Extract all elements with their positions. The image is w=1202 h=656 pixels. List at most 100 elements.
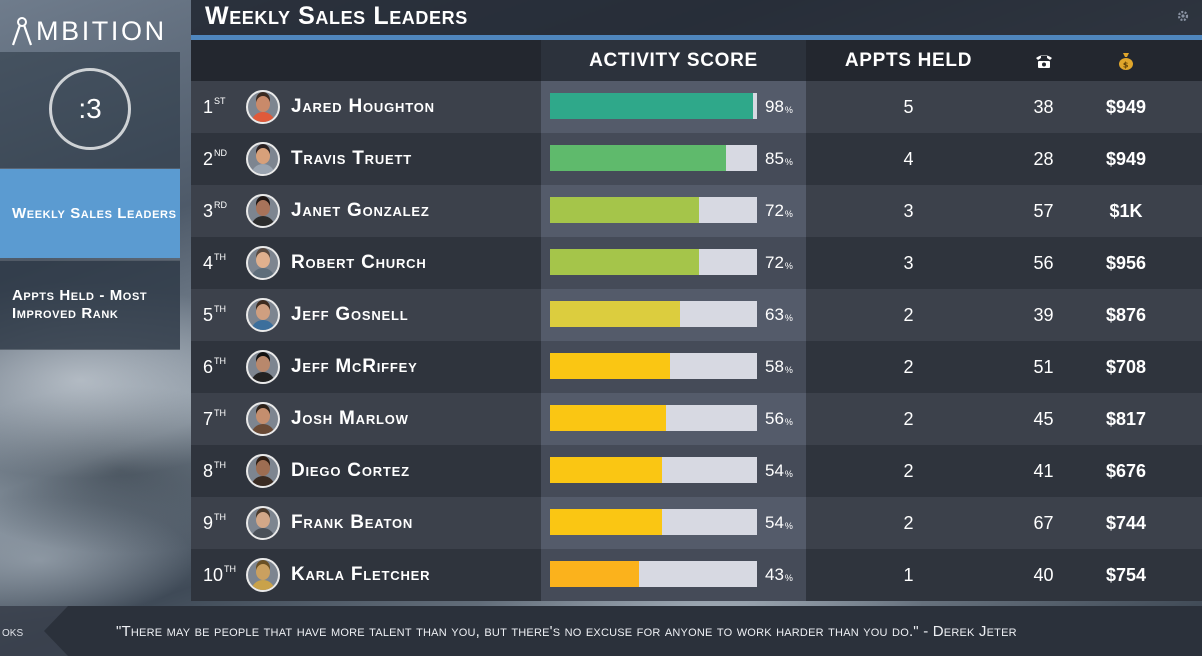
avatar[interactable] <box>246 558 280 592</box>
rank-suffix: ND <box>214 148 228 158</box>
column-revenue[interactable]: $ <box>1076 40 1176 81</box>
appts-held: 2 <box>903 408 914 429</box>
rank-suffix: TH <box>214 356 227 366</box>
gear-icon[interactable] <box>1176 9 1190 23</box>
page-title: Weekly Sales Leaders <box>205 2 468 30</box>
table-row[interactable]: 3 RD Janet Gonzalez 72% 3 57 $1K <box>191 185 1202 237</box>
rank: 10 TH <box>203 564 237 585</box>
calls-count: 38 <box>1033 96 1054 117</box>
sidebar-item-label: Appts Held - Most Improved Rank <box>12 287 148 322</box>
rank-suffix: TH <box>224 564 237 574</box>
table-row[interactable]: 8 TH Diego Cortez 54% 2 41 $676 <box>191 445 1202 497</box>
rank-suffix: TH <box>214 304 227 314</box>
countdown-panel: :3 <box>0 52 180 168</box>
activity-score: 98% <box>765 97 793 116</box>
revenue: $949 <box>1105 148 1147 169</box>
column-calls[interactable] <box>1011 40 1076 81</box>
rep-name[interactable]: Frank Beaton <box>291 512 414 533</box>
activity-bar-fill <box>550 509 662 535</box>
svg-text:$: $ <box>1123 60 1129 69</box>
rank: 8 TH <box>203 460 227 481</box>
rank: 4 TH <box>203 252 227 273</box>
table-row[interactable]: 4 TH Robert Church 72% 3 56 $956 <box>191 237 1202 289</box>
table-header: ACTIVITY SCORE APPTS HELD $ <box>191 40 1202 81</box>
activity-bar-fill <box>550 301 681 327</box>
table-row[interactable]: 2 ND Travis Truett 85% 4 28 $949 <box>191 133 1202 185</box>
rank-suffix: ST <box>214 96 226 106</box>
calls-count: 41 <box>1033 460 1054 481</box>
rank: 2 ND <box>203 148 228 169</box>
activity-bar <box>550 405 757 431</box>
revenue: $708 <box>1105 356 1147 377</box>
avatar[interactable] <box>246 142 280 176</box>
appts-held: 3 <box>903 200 914 221</box>
ticker-main: "There may be people that have more tale… <box>68 606 1202 656</box>
avatar[interactable] <box>246 402 280 436</box>
avatar[interactable] <box>246 298 280 332</box>
sidebar-item-appts-held[interactable]: Appts Held - Most Improved Rank <box>0 260 180 350</box>
rank: 1 ST <box>203 96 226 117</box>
activity-bar-fill <box>550 353 671 379</box>
avatar[interactable] <box>246 506 280 540</box>
avatar[interactable] <box>246 350 280 384</box>
revenue: $956 <box>1105 252 1147 273</box>
revenue: $754 <box>1105 564 1147 585</box>
activity-score: 56% <box>765 409 793 428</box>
appts-held: 2 <box>903 460 914 481</box>
revenue: $949 <box>1105 96 1147 117</box>
activity-bar <box>550 145 757 171</box>
activity-bar-fill <box>550 457 662 483</box>
rank-suffix: TH <box>214 512 227 522</box>
rep-name[interactable]: Josh Marlow <box>291 408 409 429</box>
rep-name[interactable]: Travis Truett <box>291 148 412 169</box>
avatar[interactable] <box>246 194 280 228</box>
calls-count: 40 <box>1033 564 1054 585</box>
table-row[interactable]: 1 ST Jared Houghton 98% 5 38 $949 <box>191 81 1202 133</box>
table-row[interactable]: 5 TH Jeff Gosnell 63% 2 39 $876 <box>191 289 1202 341</box>
activity-bar-fill <box>550 405 666 431</box>
revenue: $876 <box>1105 304 1147 325</box>
rank: 6 TH <box>203 356 227 377</box>
appts-held: 3 <box>903 252 914 273</box>
appts-held: 4 <box>903 148 914 169</box>
ticker-previous-fragment: oks <box>2 623 24 639</box>
calls-count: 51 <box>1033 356 1054 377</box>
calls-count: 67 <box>1033 512 1054 533</box>
rep-name[interactable]: Robert Church <box>291 252 427 273</box>
activity-score: 72% <box>765 253 793 272</box>
activity-bar-fill <box>550 249 700 275</box>
rank-suffix: TH <box>214 408 227 418</box>
activity-bar-fill <box>550 145 726 171</box>
table-row[interactable]: 7 TH Josh Marlow 56% 2 45 $817 <box>191 393 1202 445</box>
avatar[interactable] <box>246 246 280 280</box>
activity-bar-fill <box>550 93 753 119</box>
column-appts-held[interactable]: APPTS HELD <box>844 49 973 71</box>
rank-suffix: TH <box>214 460 227 470</box>
table-row[interactable]: 6 TH Jeff McRiffey 58% 2 51 $708 <box>191 341 1202 393</box>
rep-name[interactable]: Jeff McRiffey <box>291 356 418 377</box>
table-row[interactable]: 10 TH Karla Fletcher 43% 1 40 $754 <box>191 549 1202 601</box>
rep-name[interactable]: Karla Fletcher <box>291 564 431 585</box>
countdown-timer: :3 <box>49 68 131 150</box>
activity-score: 54% <box>765 513 793 532</box>
avatar[interactable] <box>246 90 280 124</box>
activity-score: 85% <box>765 149 793 168</box>
activity-bar-fill <box>550 197 700 223</box>
sidebar-item-weekly-sales-leaders[interactable]: Weekly Sales Leaders <box>0 169 180 258</box>
activity-bar <box>550 353 757 379</box>
rep-name[interactable]: Jeff Gosnell <box>291 304 409 325</box>
calls-count: 45 <box>1033 408 1054 429</box>
appts-held: 2 <box>903 304 914 325</box>
quote-ticker: oks "There may be people that have more … <box>0 606 1202 656</box>
rep-name[interactable]: Janet Gonzalez <box>291 200 430 221</box>
rep-name[interactable]: Jared Houghton <box>291 96 435 117</box>
leaderboard-table: ACTIVITY SCORE APPTS HELD $ 1 ST Jared <box>191 40 1202 601</box>
rank: 3 RD <box>203 200 228 221</box>
activity-bar <box>550 561 757 587</box>
table-row[interactable]: 9 TH Frank Beaton 54% 2 67 $744 <box>191 497 1202 549</box>
rep-name[interactable]: Diego Cortez <box>291 460 410 481</box>
activity-score: 63% <box>765 305 793 324</box>
calls-count: 28 <box>1033 148 1054 169</box>
avatar[interactable] <box>246 454 280 488</box>
column-activity-score[interactable]: ACTIVITY SCORE <box>541 40 806 81</box>
